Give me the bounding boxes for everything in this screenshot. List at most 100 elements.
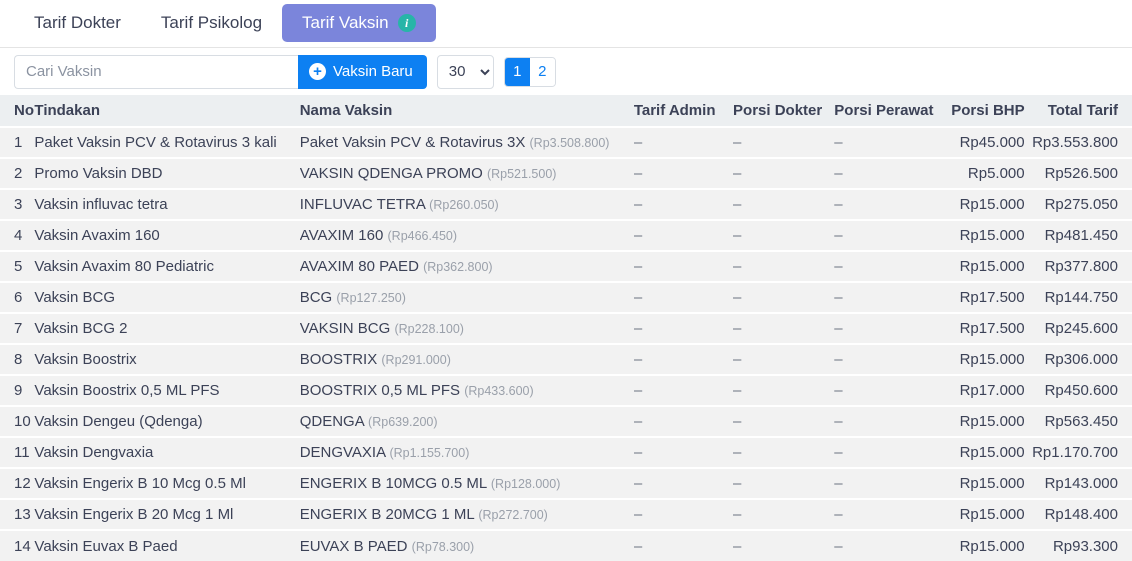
vaksin-base-price: (Rp639.200): [368, 415, 438, 429]
cell-no: 11: [0, 436, 35, 468]
tab-label: Tarif Dokter: [34, 13, 121, 32]
column-header-total-tarif[interactable]: Total Tarif: [1024, 95, 1132, 127]
cell-porsi-dokter: –: [733, 196, 742, 213]
tab-tarif-dokter[interactable]: Tarif Dokter: [14, 4, 141, 42]
column-header-porsi-perawat[interactable]: Porsi Perawat: [834, 95, 944, 127]
cell-nama-vaksin: ENGERIX B 20MCG 1 ML (Rp272.700): [299, 498, 634, 530]
column-header-tarif-admin[interactable]: Tarif Admin: [633, 95, 734, 127]
cell-no: 14: [0, 529, 35, 561]
table-row[interactable]: 2 Promo Vaksin DBD VAKSIN QDENGA PROMO (Rp…: [0, 157, 1132, 189]
cell-tindakan: Vaksin Engerix B 20 Mcg 1 Ml: [34, 498, 300, 530]
cell-nama-vaksin: AVAXIM 160 (Rp466.450): [299, 219, 634, 251]
cell-tindakan: Vaksin BCG: [34, 281, 300, 313]
cell-nama-vaksin: DENGVAXIA (Rp1.155.700): [299, 436, 634, 468]
cell-porsi-perawat: –: [834, 382, 843, 399]
cell-no: 5: [0, 250, 35, 282]
vaksin-base-price: (Rp272.700): [478, 508, 548, 522]
vaksin-name: BOOSTRIX: [299, 351, 378, 368]
add-vaksin-button[interactable]: + Vaksin Baru: [298, 54, 427, 89]
table-row[interactable]: 1 Paket Vaksin PCV & Rotavirus 3 kali Pake…: [0, 126, 1132, 158]
table-row[interactable]: 4 Vaksin Avaxim 160 AVAXIM 160 (Rp466.450)…: [0, 219, 1132, 251]
cell-tarif-admin: –: [633, 475, 643, 492]
cell-tindakan: Vaksin influvac tetra: [34, 188, 300, 220]
cell-porsi-bhp: Rp17.500: [943, 312, 1025, 344]
column-header-porsi-bhp[interactable]: Porsi BHP: [943, 95, 1025, 127]
tab-bar: Tarif Dokter Tarif Psikolog Tarif Vaksin…: [0, 0, 1132, 48]
table-row[interactable]: 12 Vaksin Engerix B 10 Mcg 0.5 Ml ENGERIX …: [0, 467, 1132, 499]
cell-total-tarif: Rp3.553.800: [1024, 126, 1132, 158]
table-row[interactable]: 8 Vaksin Boostrix BOOSTRIX (Rp291.000) – – – R…: [0, 343, 1132, 375]
table-row[interactable]: 9 Vaksin Boostrix 0,5 ML PFS BOOSTRIX 0,5 …: [0, 374, 1132, 406]
per-page-select[interactable]: 30: [436, 54, 494, 89]
vaksin-base-price: (Rp128.000): [490, 477, 561, 491]
cell-tarif-admin: –: [633, 506, 643, 523]
vaksin-name: EUVAX B PAED: [299, 537, 408, 555]
table-row[interactable]: 13 Vaksin Engerix B 20 Mcg 1 Ml ENGERIX B …: [0, 498, 1132, 530]
cell-total-tarif: Rp450.600: [1024, 374, 1132, 406]
cell-nama-vaksin: BOOSTRIX 0,5 ML PFS (Rp433.600): [299, 374, 634, 406]
cell-porsi-dokter: –: [733, 351, 742, 368]
column-header-porsi-dokter[interactable]: Porsi Dokter: [733, 95, 835, 127]
vaksin-base-price: (Rp3.508.800): [529, 136, 610, 150]
cell-tarif-admin: –: [633, 537, 643, 555]
column-header-nama-vaksin[interactable]: Nama Vaksin: [299, 95, 634, 127]
cell-nama-vaksin: VAKSIN QDENGA PROMO (Rp521.500): [299, 157, 634, 189]
cell-tindakan: Vaksin Euvax B Paed: [34, 529, 300, 561]
cell-total-tarif: Rp1.170.700: [1024, 436, 1132, 468]
tab-tarif-vaksin[interactable]: Tarif Vaksin i: [282, 4, 436, 42]
table-row[interactable]: 7 Vaksin BCG 2 VAKSIN BCG (Rp228.100) – – – Rp…: [0, 312, 1132, 344]
cell-porsi-perawat: –: [834, 134, 843, 151]
cell-tarif-admin: –: [633, 258, 643, 275]
cell-tindakan: Vaksin Avaxim 160: [34, 219, 300, 251]
cell-total-tarif: Rp377.800: [1024, 250, 1132, 282]
vaksin-base-price: (Rp127.250): [336, 291, 406, 305]
cell-no: 10: [0, 405, 35, 437]
cell-tindakan: Vaksin BCG 2: [34, 312, 300, 344]
search-input[interactable]: [14, 54, 298, 89]
cell-porsi-bhp: Rp15.000: [943, 188, 1025, 220]
cell-no: 13: [0, 498, 35, 530]
cell-porsi-dokter: –: [733, 165, 742, 182]
vaksin-name: AVAXIM 160: [299, 227, 384, 244]
cell-no: 6: [0, 281, 35, 313]
cell-porsi-perawat: –: [834, 320, 843, 337]
cell-porsi-dokter: –: [733, 227, 742, 244]
cell-porsi-bhp: Rp15.000: [943, 219, 1025, 251]
table-row[interactable]: 3 Vaksin influvac tetra INFLUVAC TETRA (Rp…: [0, 188, 1132, 220]
column-header-no[interactable]: No: [0, 95, 35, 127]
pagination: 1 2: [503, 56, 556, 87]
column-header-tindakan[interactable]: Tindakan: [34, 95, 300, 127]
cell-nama-vaksin: AVAXIM 80 PAED (Rp362.800): [299, 250, 634, 282]
pagination-page-1[interactable]: 1: [504, 57, 530, 86]
tab-label: Tarif Psikolog: [160, 13, 263, 32]
cell-porsi-bhp: Rp15.000: [943, 436, 1025, 468]
cell-total-tarif: Rp563.450: [1024, 405, 1132, 437]
cell-porsi-perawat: –: [834, 165, 843, 182]
cell-porsi-bhp: Rp15.000: [943, 529, 1025, 561]
vaksin-base-price: (Rp362.800): [423, 260, 493, 274]
vaksin-base-price: (Rp291.000): [381, 353, 451, 367]
pagination-page-2[interactable]: 2: [529, 57, 555, 86]
table-body: 1 Paket Vaksin PCV & Rotavirus 3 kali Pake…: [0, 126, 1132, 561]
cell-porsi-perawat: –: [834, 444, 843, 461]
cell-porsi-bhp: Rp15.000: [943, 467, 1025, 499]
table-row[interactable]: 6 Vaksin BCG BCG (Rp127.250) – – – Rp17.500 Rp1…: [0, 281, 1132, 313]
table-row[interactable]: 10 Vaksin Dengeu (Qdenga) QDENGA (Rp639.20…: [0, 405, 1132, 437]
plus-icon: +: [309, 63, 326, 80]
vaksin-name: DENGVAXIA: [299, 444, 386, 461]
table-head: No Tindakan Nama Vaksin Tarif Admin Pors…: [0, 95, 1132, 127]
table-row[interactable]: 11 Vaksin Dengvaxia DENGVAXIA (Rp1.155.700…: [0, 436, 1132, 468]
cell-total-tarif: Rp144.750: [1024, 281, 1132, 313]
cell-porsi-bhp: Rp17.500: [943, 281, 1025, 313]
cell-total-tarif: Rp245.600: [1024, 312, 1132, 344]
cell-porsi-perawat: –: [834, 506, 843, 523]
cell-porsi-perawat: –: [834, 537, 843, 555]
cell-porsi-perawat: –: [834, 227, 843, 244]
table-row[interactable]: 14 Vaksin Euvax B Paed EUVAX B PAED (Rp78.…: [0, 529, 1132, 561]
cell-total-tarif: Rp143.000: [1024, 467, 1132, 499]
info-icon[interactable]: i: [397, 14, 416, 32]
table-row[interactable]: 5 Vaksin Avaxim 80 Pediatric AVAXIM 80 PAE…: [0, 250, 1132, 282]
cell-porsi-dokter: –: [733, 506, 742, 523]
cell-porsi-dokter: –: [733, 134, 742, 151]
tab-tarif-psikolog[interactable]: Tarif Psikolog: [141, 4, 282, 42]
